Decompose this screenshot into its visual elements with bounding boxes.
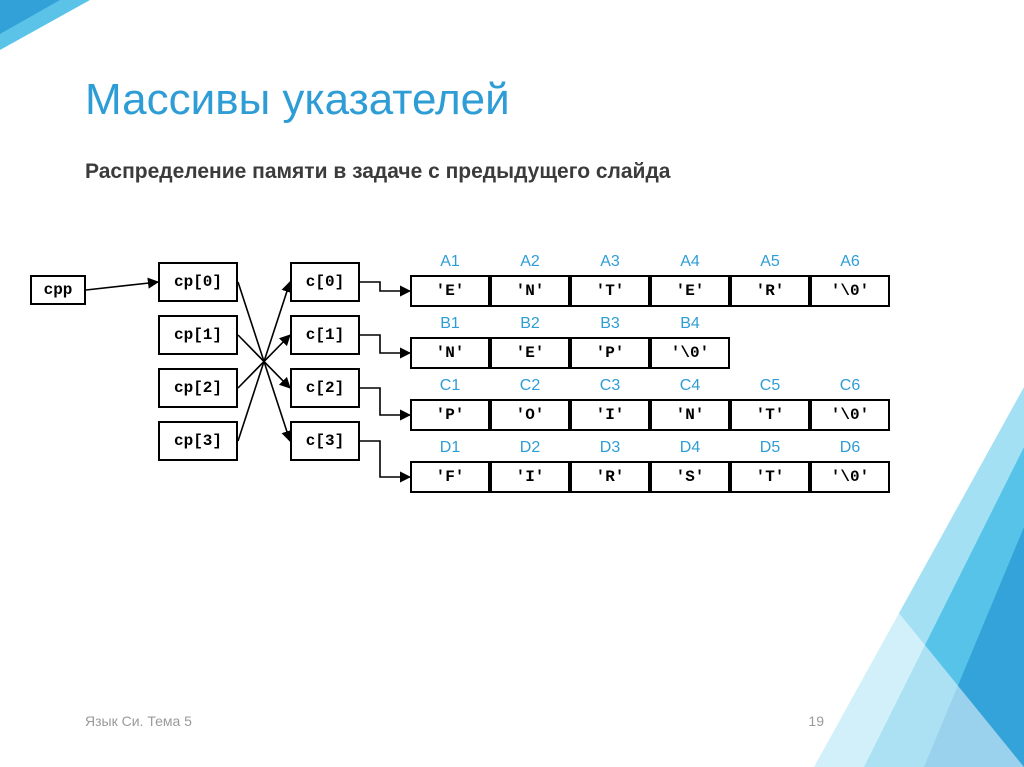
char-B1: 'N' xyxy=(410,337,490,369)
hdr-C2: C2 xyxy=(490,377,570,395)
char-D5: 'T' xyxy=(730,461,810,493)
char-C6: '\0' xyxy=(810,399,890,431)
hdr-C3: C3 xyxy=(570,377,650,395)
hdr-A2: A2 xyxy=(490,253,570,271)
hdr-A6: A6 xyxy=(810,253,890,271)
char-D6: '\0' xyxy=(810,461,890,493)
char-D3: 'R' xyxy=(570,461,650,493)
hdr-A4: A4 xyxy=(650,253,730,271)
page-title: Массивы указателей xyxy=(85,75,510,125)
char-B2: 'E' xyxy=(490,337,570,369)
char-C2: 'O' xyxy=(490,399,570,431)
char-A6: '\0' xyxy=(810,275,890,307)
cp-box-2: cp[2] xyxy=(158,368,238,408)
memory-diagram: cpp cp[0] cp[1] cp[2] cp[3] c[0] c[1] c[2] c[3] '… xyxy=(30,245,930,525)
char-A5: 'R' xyxy=(730,275,810,307)
footer-topic: Язык Си. Тема 5 xyxy=(85,713,192,729)
cp-box-0: cp[0] xyxy=(158,262,238,302)
char-C1: 'P' xyxy=(410,399,490,431)
hdr-C5: C5 xyxy=(730,377,810,395)
char-B3: 'P' xyxy=(570,337,650,369)
char-D2: 'I' xyxy=(490,461,570,493)
subtitle: Распределение памяти в задаче с предыдущ… xyxy=(85,160,670,184)
decor-top-left xyxy=(0,0,90,50)
hdr-D2: D2 xyxy=(490,439,570,457)
cp-box-1: cp[1] xyxy=(158,315,238,355)
hdr-B3: B3 xyxy=(570,315,650,333)
char-C5: 'T' xyxy=(730,399,810,431)
hdr-D3: D3 xyxy=(570,439,650,457)
hdr-B4: B4 xyxy=(650,315,730,333)
char-A2: 'N' xyxy=(490,275,570,307)
hdr-C1: C1 xyxy=(410,377,490,395)
slide: Массивы указателей Распределение памяти … xyxy=(0,0,1024,767)
char-A3: 'T' xyxy=(570,275,650,307)
footer-page-number: 19 xyxy=(808,713,824,729)
hdr-A3: A3 xyxy=(570,253,650,271)
c-box-2: c[2] xyxy=(290,368,360,408)
hdr-C6: C6 xyxy=(810,377,890,395)
cpp-box: cpp xyxy=(30,275,86,305)
hdr-D1: D1 xyxy=(410,439,490,457)
c-box-0: c[0] xyxy=(290,262,360,302)
char-C3: 'I' xyxy=(570,399,650,431)
char-D1: 'F' xyxy=(410,461,490,493)
hdr-A1: A1 xyxy=(410,253,490,271)
hdr-D5: D5 xyxy=(730,439,810,457)
hdr-D4: D4 xyxy=(650,439,730,457)
char-B4: '\0' xyxy=(650,337,730,369)
c-box-1: c[1] xyxy=(290,315,360,355)
hdr-B1: B1 xyxy=(410,315,490,333)
c-box-3: c[3] xyxy=(290,421,360,461)
hdr-D6: D6 xyxy=(810,439,890,457)
cp-box-3: cp[3] xyxy=(158,421,238,461)
hdr-C4: C4 xyxy=(650,377,730,395)
char-A4: 'E' xyxy=(650,275,730,307)
char-A1: 'E' xyxy=(410,275,490,307)
hdr-A5: A5 xyxy=(730,253,810,271)
char-C4: 'N' xyxy=(650,399,730,431)
char-D4: 'S' xyxy=(650,461,730,493)
hdr-B2: B2 xyxy=(490,315,570,333)
